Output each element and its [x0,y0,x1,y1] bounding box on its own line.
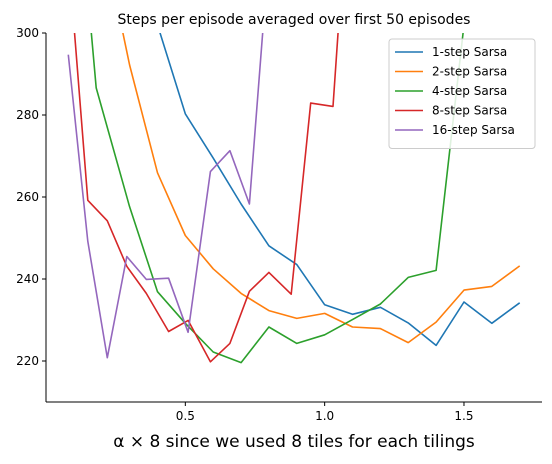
y-tick-label: 240 [16,272,39,286]
legend-entry: 8-step Sarsa [432,104,507,118]
legend-entry: 16-step Sarsa [432,123,515,137]
x-tick-label: 1.5 [454,409,473,423]
y-tick-label: 220 [16,354,39,368]
y-tick-label: 300 [16,26,39,40]
legend-entry: 2-step Sarsa [432,65,507,79]
chart-title: Steps per episode averaged over first 50… [118,12,471,28]
series-line-4 [73,33,339,363]
legend-entry: 1-step Sarsa [432,45,507,59]
legend-box [388,38,536,149]
x-axis-label: α × 8 since we used 8 tiles for each til… [113,432,475,452]
series-line-3 [90,33,464,364]
y-tick-label: 260 [16,190,39,204]
legend-entry: 4-step Sarsa [432,84,507,98]
legend: 1-step Sarsa 2-step Sarsa 4-step Sarsa 8-st… [388,38,536,149]
x-tick-label: 1.0 [315,409,334,423]
series-line-2 [122,33,521,344]
series-layer [67,33,521,364]
x-tick-label: 0.5 [176,409,195,423]
y-tick-label: 280 [16,108,39,122]
tick-labels: 220 240 260 280 300 0.5 1.0 1.5 [16,26,473,423]
axes [45,33,542,403]
series-line-1 [159,33,521,347]
series-line-5 [67,33,264,359]
